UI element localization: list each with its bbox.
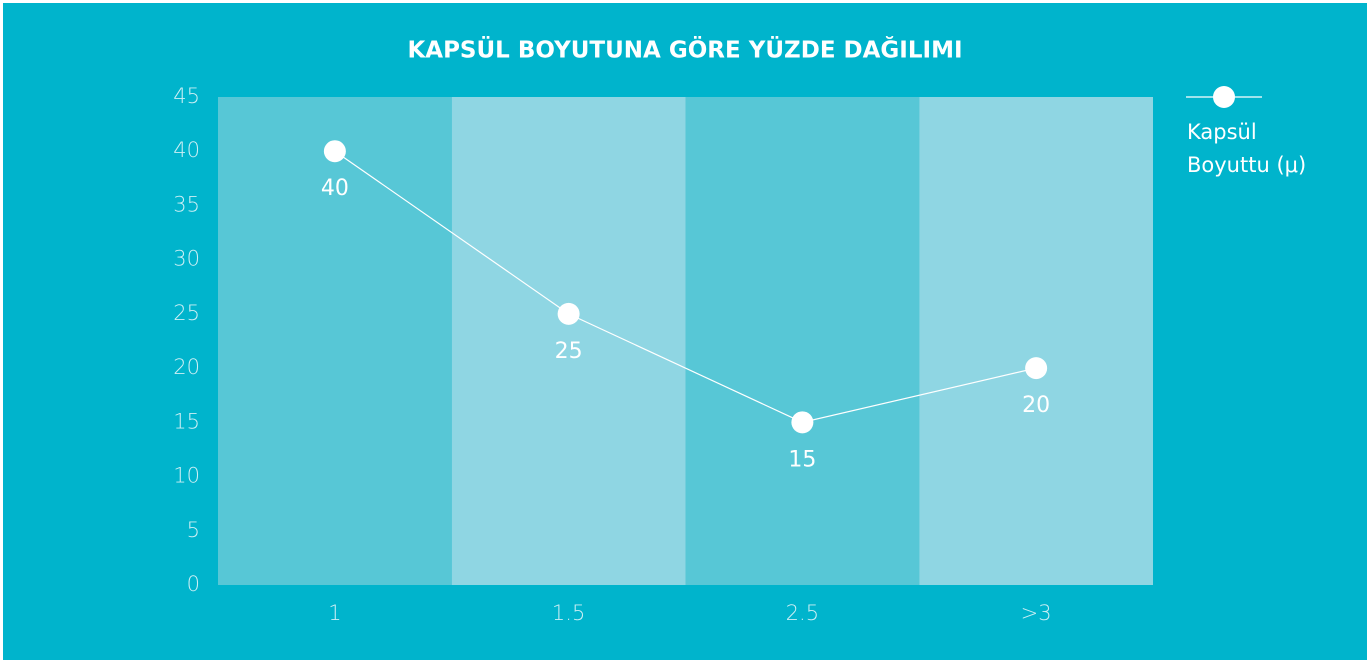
point	[1025, 357, 1048, 380]
point	[557, 302, 580, 325]
y-tick-label: 45	[173, 84, 200, 108]
y-tick-label: 40	[173, 138, 200, 162]
y-tick-label: 35	[173, 192, 200, 216]
line	[334, 150, 1037, 423]
y-tick-label: 25	[173, 301, 200, 325]
point	[323, 140, 346, 163]
band	[919, 97, 1153, 585]
band	[218, 97, 452, 585]
x-tick-label: >3	[1021, 601, 1052, 625]
data-label: 15	[788, 447, 816, 472]
band	[451, 97, 686, 585]
data-label: 20	[1022, 393, 1050, 418]
y-tick-label: 5	[187, 518, 200, 542]
x-tick-label: 2.5	[786, 601, 819, 625]
y-tick-label: 0	[187, 572, 200, 596]
data-label: 25	[555, 339, 583, 364]
chart-title: KAPSÜL BOYUTUNA GÖRE YÜZDE DAĞILIMI	[407, 36, 962, 64]
point	[791, 411, 814, 434]
y-tick-label: 15	[173, 409, 200, 433]
x-tick-label: 1.5	[552, 601, 585, 625]
y-tick-label: 10	[173, 464, 200, 488]
band	[685, 97, 920, 585]
legend-marker	[1213, 86, 1235, 108]
data-label: 40	[321, 176, 349, 201]
x-tick-label: 1	[328, 601, 341, 625]
legend-label: Kapsül Boyuttu (μ)	[1187, 120, 1306, 177]
y-tick-label: 20	[173, 355, 200, 379]
y-tick-label: 30	[173, 247, 200, 271]
